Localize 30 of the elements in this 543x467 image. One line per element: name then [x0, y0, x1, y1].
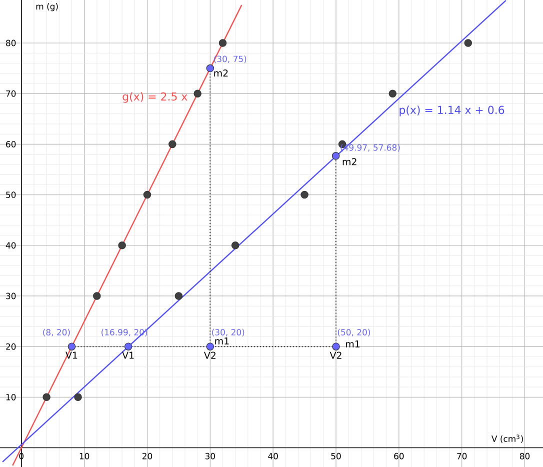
- y-tick-label: 50: [6, 192, 16, 198]
- y-tick-label: 80: [6, 40, 16, 46]
- data-label: (30, 20): [212, 328, 244, 336]
- y-tick-label: 40: [6, 242, 16, 249]
- annotation: V2: [204, 352, 216, 359]
- x-tick-label: 10: [80, 452, 90, 460]
- annotation: V2: [330, 352, 342, 359]
- data-label: (50, 20): [338, 328, 370, 336]
- series-label: p(x) = 1.14 x + 0.6: [400, 106, 504, 116]
- x-tick-label: 70: [457, 452, 467, 460]
- x-tick-label: 80: [520, 452, 530, 460]
- y-tick-label: 30: [6, 292, 16, 300]
- x-tick-label: 20: [142, 452, 152, 460]
- annotation: V1: [122, 352, 134, 359]
- data-label: (8, 20): [43, 328, 70, 336]
- x-tick-label: 30: [205, 452, 215, 460]
- annotation: m2: [342, 158, 356, 166]
- y-tick-label: 60: [6, 140, 16, 148]
- y-tick-label: 20: [6, 343, 16, 350]
- x-axis-title: V (cm$^{3}$): [491, 434, 523, 443]
- series-label: g(x) = 2.5 x: [122, 92, 188, 103]
- annotation: m1: [215, 337, 229, 344]
- x-tick-label: 40: [268, 452, 278, 460]
- x-tick-label: 60: [394, 452, 404, 460]
- x-tick-label: 50: [331, 452, 341, 460]
- y-axis-title: m (g): [36, 3, 58, 12]
- y-tick-label: 10: [6, 394, 16, 400]
- annotation: m2: [214, 69, 228, 77]
- annotation: m1: [346, 340, 360, 348]
- y-tick-label: 70: [6, 90, 16, 97]
